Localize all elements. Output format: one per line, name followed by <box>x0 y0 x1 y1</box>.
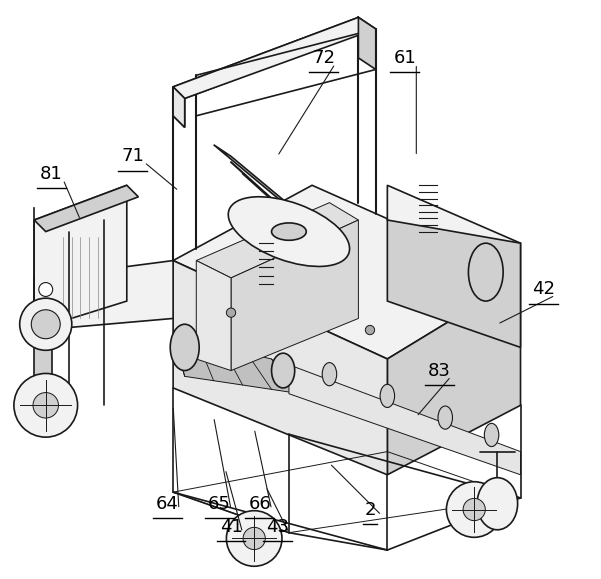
Text: 2: 2 <box>364 500 376 519</box>
Polygon shape <box>173 87 185 127</box>
Circle shape <box>14 373 78 437</box>
Polygon shape <box>40 261 173 330</box>
Text: 61: 61 <box>393 49 416 67</box>
Ellipse shape <box>228 197 350 266</box>
Text: 65: 65 <box>208 494 231 513</box>
Ellipse shape <box>170 324 199 371</box>
Circle shape <box>227 308 236 317</box>
Text: 71: 71 <box>121 147 144 166</box>
Ellipse shape <box>468 243 503 301</box>
Polygon shape <box>173 261 388 475</box>
Polygon shape <box>231 220 358 371</box>
Text: 42: 42 <box>532 280 555 299</box>
Text: 41: 41 <box>219 518 242 536</box>
Ellipse shape <box>380 384 395 408</box>
Circle shape <box>243 527 265 549</box>
Polygon shape <box>34 278 52 417</box>
Circle shape <box>365 325 374 335</box>
Circle shape <box>463 499 486 521</box>
Circle shape <box>31 310 60 339</box>
Polygon shape <box>388 220 520 347</box>
Ellipse shape <box>477 478 517 530</box>
Polygon shape <box>173 17 370 98</box>
Polygon shape <box>197 261 231 371</box>
Polygon shape <box>34 185 138 232</box>
Text: 64: 64 <box>156 494 178 513</box>
Polygon shape <box>173 17 376 98</box>
Text: 66: 66 <box>249 494 271 513</box>
Text: 43: 43 <box>266 518 289 536</box>
Polygon shape <box>173 336 300 394</box>
Text: 72: 72 <box>312 49 335 67</box>
Ellipse shape <box>272 353 294 388</box>
Circle shape <box>33 393 58 418</box>
Circle shape <box>447 482 502 537</box>
Text: 83: 83 <box>428 361 451 380</box>
Polygon shape <box>34 185 127 330</box>
Text: 81: 81 <box>40 164 63 183</box>
Ellipse shape <box>484 423 499 446</box>
Ellipse shape <box>438 406 453 429</box>
Polygon shape <box>388 185 520 278</box>
Polygon shape <box>173 185 520 359</box>
Polygon shape <box>173 87 185 127</box>
Circle shape <box>20 298 72 350</box>
Polygon shape <box>213 145 300 214</box>
Polygon shape <box>358 17 376 69</box>
Circle shape <box>39 283 53 296</box>
Polygon shape <box>197 203 358 278</box>
Circle shape <box>227 511 282 566</box>
Polygon shape <box>289 365 520 475</box>
Ellipse shape <box>272 223 307 240</box>
Ellipse shape <box>322 362 337 386</box>
Polygon shape <box>388 278 520 475</box>
